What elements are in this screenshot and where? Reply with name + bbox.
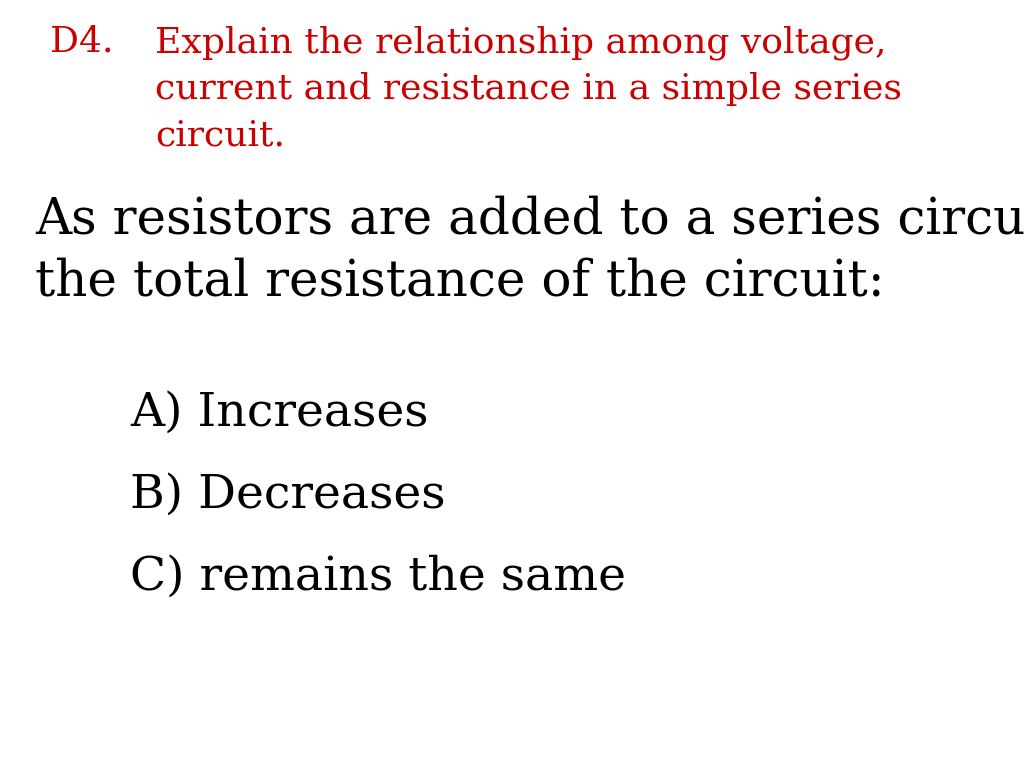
Text: A) Increases: A) Increases [130,390,428,435]
Text: current and resistance in a simple series: current and resistance in a simple serie… [155,72,902,106]
Text: D4.: D4. [50,25,114,59]
Text: B) Decreases: B) Decreases [130,472,445,518]
Text: Explain the relationship among voltage,: Explain the relationship among voltage, [155,25,887,59]
Text: circuit.: circuit. [155,119,285,153]
Text: C) remains the same: C) remains the same [130,554,626,599]
Text: As resistors are added to a series circuit,: As resistors are added to a series circu… [35,195,1024,244]
Text: the total resistance of the circuit:: the total resistance of the circuit: [35,257,885,306]
